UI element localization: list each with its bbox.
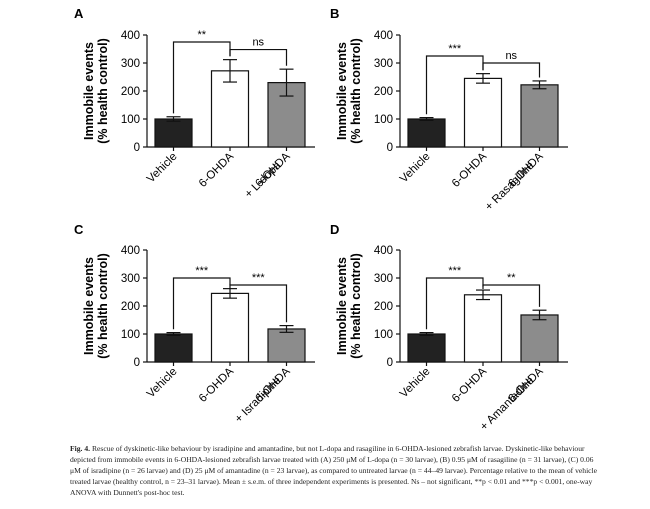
y-tick-label: 400 <box>121 30 140 42</box>
y-tick-label: 100 <box>374 114 393 126</box>
y-axis-label-line: (% health control) <box>96 38 110 144</box>
y-axis-label-line: (% health control) <box>96 253 110 359</box>
y-tick-label: 200 <box>374 86 393 98</box>
significance-label: *** <box>448 265 462 277</box>
bar <box>154 333 193 363</box>
y-tick-label: 200 <box>374 301 393 313</box>
y-axis-label-line: Immobile events <box>335 42 349 140</box>
y-axis-label-line: (% health control) <box>349 38 363 144</box>
significance-label: ns <box>505 50 517 62</box>
y-tick-label: 300 <box>121 58 140 70</box>
bar <box>210 70 250 148</box>
x-tick-label: + Rasagiline <box>483 160 536 213</box>
y-tick-label: 100 <box>374 329 393 341</box>
y-tick-label: 0 <box>387 357 393 369</box>
significance-label: *** <box>252 272 266 284</box>
y-axis-label: Immobile events(% health control) <box>335 38 363 144</box>
x-tick-label: Vehicle <box>145 151 180 186</box>
significance-bracket <box>482 284 541 307</box>
panel-letter: A <box>74 6 84 21</box>
y-tick-label: 200 <box>121 86 140 98</box>
bar <box>520 84 559 148</box>
y-tick-label: 0 <box>134 142 140 154</box>
y-axis-label: Immobile events(% health control) <box>82 253 110 359</box>
bar <box>463 294 503 363</box>
y-axis-label-line: Immobile events <box>335 257 349 355</box>
panel-letter: B <box>330 6 339 21</box>
y-tick-label: 300 <box>374 273 393 285</box>
bar <box>520 314 559 363</box>
y-axis-label: Immobile events(% health control) <box>82 38 110 144</box>
x-tick-label: 6-OHDA <box>450 365 489 404</box>
significance-bracket <box>425 277 484 330</box>
significance-bracket <box>482 62 541 78</box>
y-tick-label: 100 <box>121 114 140 126</box>
y-axis-label-line: Immobile events <box>82 42 96 140</box>
panel-letter: C <box>74 222 84 237</box>
figure-caption: Fig. 4. Rescue of dyskinetic-like behavi… <box>70 443 605 498</box>
x-tick-label: + Isradipine <box>233 375 284 426</box>
x-tick-label: Vehicle <box>398 151 433 186</box>
y-tick-label: 400 <box>374 245 393 257</box>
x-tick-label: Vehicle <box>145 366 180 401</box>
bar <box>407 118 446 148</box>
bar <box>210 292 250 363</box>
x-tick-label: + Amantadine <box>478 375 536 433</box>
x-tick-label: 6-OHDA <box>197 365 236 404</box>
significance-label: ** <box>197 29 206 41</box>
bar <box>463 77 503 148</box>
significance-bracket <box>172 277 231 330</box>
panel-b: B Immobile events(% health control) 0 100 20… <box>330 6 568 213</box>
caption-text: Rescue of dyskinetic-like behaviour by i… <box>70 444 598 497</box>
caption-label: Fig. 4. <box>70 444 91 453</box>
x-tick-label: 6-OHDA <box>197 150 236 189</box>
y-tick-label: 200 <box>121 301 140 313</box>
y-axis-label-line: (% health control) <box>349 253 363 359</box>
x-tick-label: + L-dopa <box>243 159 284 200</box>
significance-bracket <box>229 48 288 66</box>
y-tick-label: 0 <box>387 142 393 154</box>
significance-bracket <box>229 284 288 323</box>
significance-label: ns <box>252 37 264 49</box>
y-axis-label: Immobile events(% health control) <box>335 253 363 359</box>
y-axis-label-line: Immobile events <box>82 257 96 355</box>
y-tick-label: 0 <box>134 357 140 369</box>
x-tick-label: Vehicle <box>398 366 433 401</box>
panel-a: A Immobile events(% health control) 0 100 20… <box>74 6 315 200</box>
y-tick-label: 400 <box>121 245 140 257</box>
y-tick-label: 300 <box>121 273 140 285</box>
panel-letter: D <box>330 222 339 237</box>
x-tick-label: 6-OHDA <box>450 150 489 189</box>
y-tick-label: 300 <box>374 58 393 70</box>
bar <box>154 118 193 148</box>
y-tick-label: 100 <box>121 329 140 341</box>
panel-c: C Immobile events(% health control) 0 100 20… <box>74 222 315 425</box>
bar <box>267 328 306 363</box>
panel-d: D Immobile events(% health control) 0 100 20… <box>330 222 568 433</box>
bar <box>407 333 446 363</box>
significance-label: ** <box>507 272 516 284</box>
significance-label: *** <box>448 43 462 55</box>
y-tick-label: 400 <box>374 30 393 42</box>
significance-label: *** <box>195 265 209 277</box>
